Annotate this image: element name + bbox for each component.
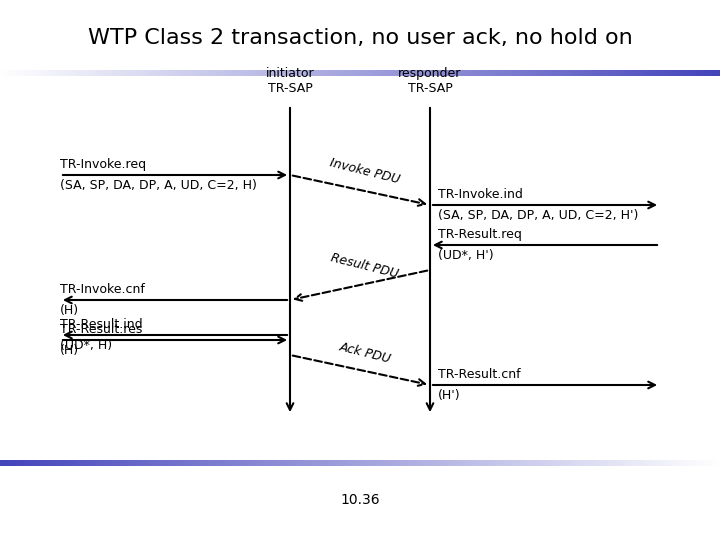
Text: initiator
TR-SAP: initiator TR-SAP <box>266 67 315 95</box>
Text: responder
TR-SAP: responder TR-SAP <box>398 67 462 95</box>
Text: TR-Result.cnf: TR-Result.cnf <box>438 368 521 381</box>
Text: TR-Invoke.req: TR-Invoke.req <box>60 158 146 171</box>
Text: TR-Result.res: TR-Result.res <box>60 323 143 336</box>
Text: TR-Result.req: TR-Result.req <box>438 228 522 241</box>
Text: TR-Invoke.cnf: TR-Invoke.cnf <box>60 283 145 296</box>
Text: 10.36: 10.36 <box>340 493 380 507</box>
Text: (H'): (H') <box>438 389 461 402</box>
Text: (UD*, H): (UD*, H) <box>60 339 112 352</box>
Text: TR-Invoke.ind: TR-Invoke.ind <box>438 188 523 201</box>
Text: Invoke PDU: Invoke PDU <box>328 156 402 186</box>
Text: (SA, SP, DA, DP, A, UD, C=2, H'): (SA, SP, DA, DP, A, UD, C=2, H') <box>438 209 639 222</box>
Text: Result PDU: Result PDU <box>330 252 400 281</box>
Text: (H): (H) <box>60 304 79 317</box>
Text: TR-Result.ind: TR-Result.ind <box>60 318 143 331</box>
Text: (H): (H) <box>60 344 79 357</box>
Text: (UD*, H'): (UD*, H') <box>438 249 494 262</box>
Text: Ack PDU: Ack PDU <box>338 341 392 366</box>
Text: WTP Class 2 transaction, no user ack, no hold on: WTP Class 2 transaction, no user ack, no… <box>88 28 632 48</box>
Text: (SA, SP, DA, DP, A, UD, C=2, H): (SA, SP, DA, DP, A, UD, C=2, H) <box>60 179 257 192</box>
